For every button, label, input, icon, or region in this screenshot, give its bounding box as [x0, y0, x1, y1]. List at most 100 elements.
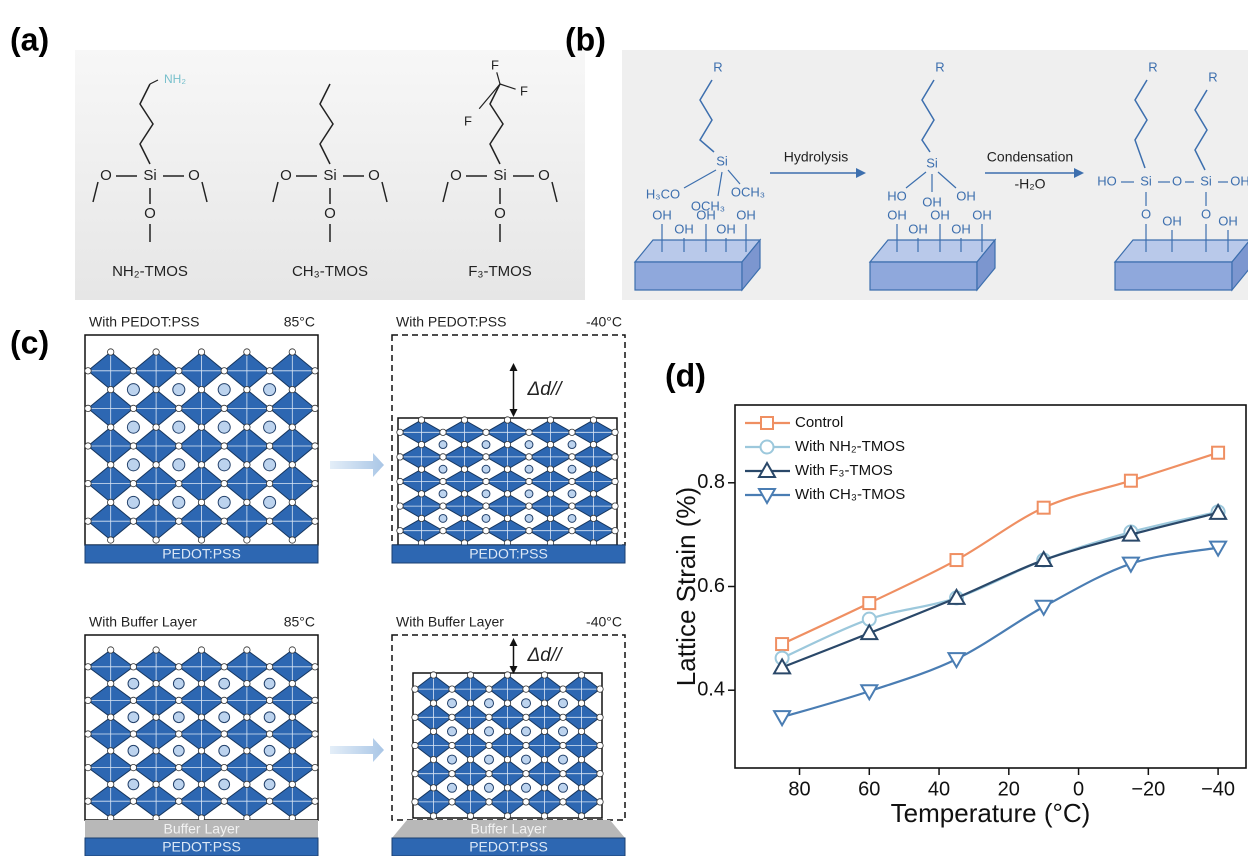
a-site [525, 490, 533, 498]
x-site [412, 799, 418, 805]
x-site [289, 349, 295, 355]
a-site [521, 727, 530, 736]
x-site [244, 714, 250, 720]
a-site [558, 699, 567, 708]
legend-label: With NH₂-TMOS [795, 438, 905, 455]
x-site [312, 764, 318, 770]
a-site [127, 496, 139, 508]
label: PEDOT:PSS [162, 546, 241, 562]
x-site [397, 478, 403, 484]
label: O [280, 167, 292, 184]
x-site [597, 799, 603, 805]
marker [1212, 447, 1224, 459]
x-site [153, 714, 159, 720]
x-site [523, 799, 529, 805]
x-site [612, 429, 618, 435]
x-site [547, 491, 553, 497]
a-site [264, 678, 275, 689]
x-site [244, 781, 250, 787]
label: 85°C [284, 614, 315, 630]
a-site [447, 699, 456, 708]
x-site [85, 518, 91, 524]
x-tick-label: −20 [1131, 778, 1165, 800]
x-site [440, 503, 446, 509]
x-axis-label: Temperature (°C) [891, 798, 1091, 828]
x-site [130, 480, 136, 486]
label: O [1172, 173, 1182, 188]
x-site [312, 368, 318, 374]
x-site [244, 748, 250, 754]
label: OH [908, 221, 928, 236]
x-site [449, 771, 455, 777]
label: Condensation [987, 149, 1073, 165]
a-site [482, 441, 490, 449]
y-tick-label: 0.6 [697, 575, 725, 597]
a-site [264, 496, 276, 508]
x-site [560, 714, 566, 720]
x-site [504, 515, 510, 521]
label: O [538, 167, 550, 184]
a-site [173, 459, 185, 471]
x-site [461, 417, 467, 423]
x-site [85, 480, 91, 486]
x-site [560, 771, 566, 777]
x-site [289, 781, 295, 787]
a-site [447, 727, 456, 736]
x-site [266, 764, 272, 770]
label: OH [930, 207, 950, 222]
x-site [130, 405, 136, 411]
x-site [198, 386, 204, 392]
substrate-front [870, 262, 977, 290]
x-site [266, 480, 272, 486]
x-site [198, 781, 204, 787]
x-site [483, 528, 489, 534]
label: 85°C [284, 314, 315, 330]
series-line [782, 513, 1218, 668]
a-site [128, 678, 139, 689]
x-site [130, 664, 136, 670]
x-site [467, 756, 473, 762]
label: R [1208, 69, 1217, 84]
label: With PEDOT:PSS [396, 314, 506, 330]
x-site [418, 491, 424, 497]
x-site [483, 454, 489, 460]
marker [861, 625, 877, 639]
a-site [219, 745, 230, 756]
x-site [418, 515, 424, 521]
a-site [525, 441, 533, 449]
x-site [526, 528, 532, 534]
x-site [153, 349, 159, 355]
x-site [289, 647, 295, 653]
x-site [578, 728, 584, 734]
x-site [108, 386, 114, 392]
x-site [312, 480, 318, 486]
x-site [504, 728, 510, 734]
label: OH [972, 207, 992, 222]
a-site [447, 783, 456, 792]
x-site [221, 518, 227, 524]
x-site [85, 764, 91, 770]
label: NH₂ [164, 72, 186, 86]
a-site [568, 490, 576, 498]
a-site [173, 745, 184, 756]
x-site [108, 462, 114, 468]
label: O [324, 205, 336, 222]
a-site [218, 384, 230, 396]
label: With PEDOT:PSS [89, 314, 199, 330]
x-site [289, 537, 295, 543]
a-site [128, 745, 139, 756]
label: O [1201, 206, 1211, 221]
x-site [198, 647, 204, 653]
x-site [153, 537, 159, 543]
figure: (a)(b)(c)(d)SiOOONH₂NH₂-TMOSSiOOOCH₃-TMO… [0, 0, 1248, 856]
marker [948, 653, 964, 667]
x-site [578, 756, 584, 762]
x-site [85, 697, 91, 703]
x-site [430, 813, 436, 819]
label: NH₂-TMOS [112, 263, 188, 280]
x-site [569, 478, 575, 484]
x-site [547, 441, 553, 447]
a-site [173, 496, 185, 508]
x-site [130, 697, 136, 703]
x-site [244, 680, 250, 686]
